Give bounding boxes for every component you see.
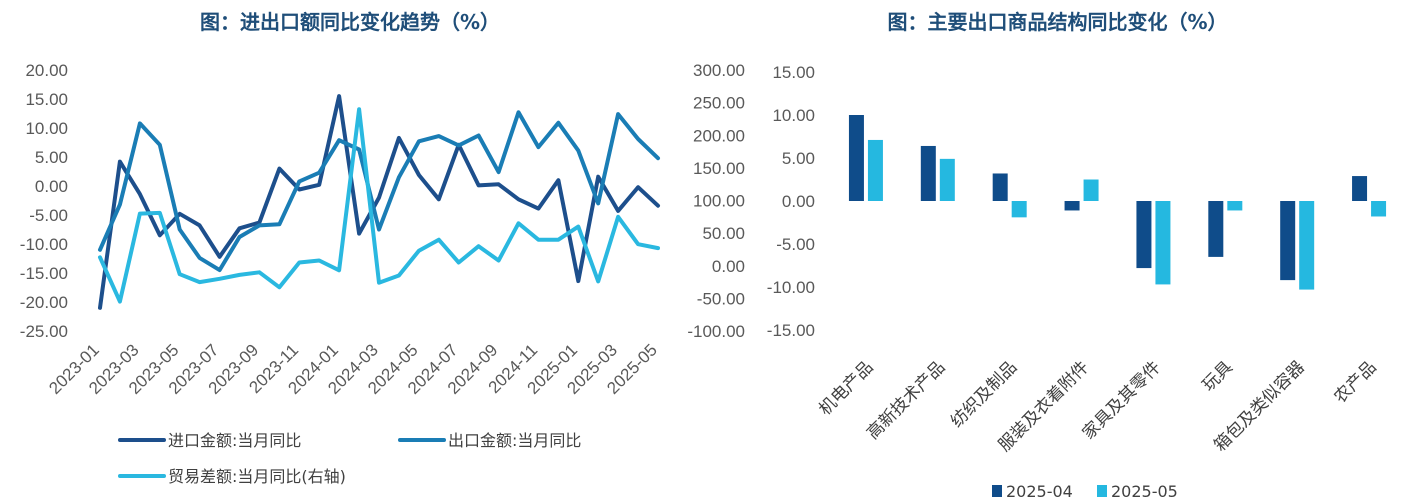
- legend-label: 进口金额:当月同比: [168, 431, 301, 450]
- legend-label: 出口金额:当月同比: [448, 431, 581, 450]
- y-left-tick-label: 10.00: [25, 119, 68, 138]
- bar-2025-05: [1011, 201, 1027, 218]
- y-right-tick-label: 0.00: [712, 257, 745, 276]
- y-left-tick-label: -10.00: [20, 235, 68, 254]
- legend-swatch: [992, 485, 1002, 497]
- bar-2025-05: [867, 139, 883, 201]
- y-tick-label: 5.00: [782, 149, 815, 168]
- y-tick-label: -15.00: [767, 321, 815, 340]
- y-tick-label: 15.00: [772, 63, 815, 82]
- legend-label: 2025-04: [1006, 482, 1073, 501]
- y-tick-label: -5.00: [776, 235, 815, 254]
- category-label: 纺织及制品: [947, 357, 1021, 431]
- y-right-tick-label: 300.00: [693, 61, 745, 80]
- bar-2025-04: [1352, 176, 1368, 201]
- y-left-tick-label: -15.00: [20, 264, 68, 283]
- bar-2025-04: [920, 145, 936, 201]
- export-structure-chart: 图：主要出口商品结构同比变化（%） 15.00 10.00 5.00 0.00 -5.0…: [705, 0, 1410, 504]
- y-right-tick-label: 250.00: [693, 94, 745, 113]
- bar-2025-05: [1299, 201, 1315, 290]
- trend-chart-canvas: 20.00 15.00 10.00 5.00 0.00 -5.00 -10.00 -15.00…: [20, 61, 745, 486]
- y-left-tick-label: 0.00: [35, 177, 68, 196]
- y-left-tick-label: -20.00: [20, 293, 68, 312]
- bar-2025-04: [992, 173, 1008, 201]
- series-line-import: [98, 94, 660, 310]
- bar-2025-04: [848, 115, 864, 201]
- legend-swatch: [1097, 485, 1107, 497]
- bar-2025-04: [1280, 201, 1296, 281]
- y-left-tick-label: -5.00: [29, 206, 68, 225]
- y-tick-label: 0.00: [782, 192, 815, 211]
- bar-2025-05: [1083, 179, 1099, 201]
- category-label: 玩具: [1199, 357, 1237, 395]
- series-line-export: [98, 110, 660, 273]
- legend-label: 2025-05: [1111, 482, 1178, 501]
- y-left-tick-label: 5.00: [35, 148, 68, 167]
- y-left-tick-label: -25.00: [20, 322, 68, 341]
- bar-2025-05: [939, 158, 955, 201]
- category-label: 农产品: [1330, 357, 1380, 407]
- y-left-tick-label: 20.00: [25, 61, 68, 80]
- bar-2025-05: [1227, 201, 1243, 211]
- series-line-balance: [98, 107, 660, 304]
- bar-2025-04: [1136, 201, 1152, 269]
- y-right-tick-label: -50.00: [697, 289, 745, 308]
- y-left-tick-label: 15.00: [25, 90, 68, 109]
- y-right-tick-label: 200.00: [693, 126, 745, 145]
- y-right-tick-label: 50.00: [702, 224, 745, 243]
- category-label: 机电产品: [815, 357, 877, 419]
- y-right-tick-label: -100.00: [687, 322, 745, 341]
- chart-title: 图：进出口额同比变化趋势（%）: [199, 10, 501, 34]
- bar-2025-04: [1064, 201, 1080, 211]
- bar-2025-05: [1155, 201, 1171, 285]
- import-export-trend-chart: 图：进出口额同比变化趋势（%） 20.00 15.00 10.00 5.00 0.00 -…: [0, 0, 745, 504]
- bar-2025-05: [1371, 201, 1387, 217]
- y-right-tick-label: 150.00: [693, 159, 745, 178]
- y-right-tick-label: 100.00: [693, 192, 745, 211]
- chart-title: 图：主要出口商品结构同比变化（%）: [887, 10, 1228, 34]
- bar-2025-04: [1208, 201, 1224, 257]
- y-tick-label: -10.00: [767, 278, 815, 297]
- y-tick-label: 10.00: [772, 106, 815, 125]
- structure-chart-canvas: 15.0010.005.000.00-5.00-10.00-15.00机电产品高…: [767, 63, 1387, 501]
- legend-label: 贸易差额:当月同比(右轴): [168, 467, 346, 486]
